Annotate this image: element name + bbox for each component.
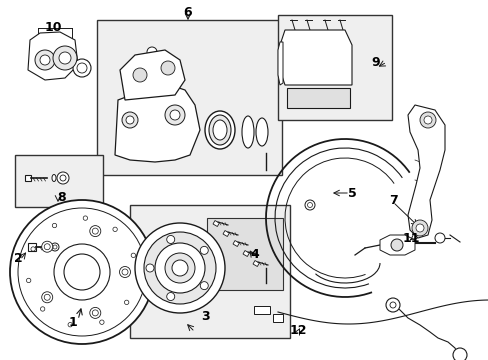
Circle shape <box>35 50 55 70</box>
Bar <box>28 243 36 251</box>
Circle shape <box>146 264 154 272</box>
Circle shape <box>155 243 204 293</box>
Circle shape <box>305 200 314 210</box>
Bar <box>25 175 31 181</box>
Circle shape <box>57 172 69 184</box>
Circle shape <box>133 68 147 82</box>
Text: 3: 3 <box>200 310 209 323</box>
Circle shape <box>423 116 431 124</box>
Text: 5: 5 <box>347 186 356 199</box>
Circle shape <box>164 105 184 125</box>
Ellipse shape <box>242 116 253 148</box>
Bar <box>206 218 283 290</box>
Bar <box>278 15 391 120</box>
Text: 9: 9 <box>371 55 380 68</box>
Circle shape <box>200 246 208 255</box>
Polygon shape <box>115 85 200 162</box>
Circle shape <box>419 112 435 128</box>
Bar <box>213 221 219 226</box>
Circle shape <box>170 110 180 120</box>
Bar <box>243 251 249 257</box>
Circle shape <box>164 253 195 283</box>
Circle shape <box>434 233 444 243</box>
Circle shape <box>161 61 175 75</box>
Circle shape <box>200 282 208 290</box>
Text: 2: 2 <box>14 252 22 265</box>
Circle shape <box>90 226 101 237</box>
Circle shape <box>415 224 423 232</box>
Ellipse shape <box>208 115 230 145</box>
Circle shape <box>10 200 154 344</box>
Circle shape <box>53 46 77 70</box>
Circle shape <box>147 47 157 57</box>
Polygon shape <box>407 105 444 238</box>
Circle shape <box>172 260 187 276</box>
Circle shape <box>135 223 224 313</box>
Circle shape <box>90 307 101 318</box>
Bar <box>223 230 229 237</box>
Circle shape <box>126 116 134 124</box>
Circle shape <box>452 348 466 360</box>
Ellipse shape <box>213 120 226 140</box>
Polygon shape <box>280 30 351 85</box>
Bar <box>253 306 269 314</box>
Circle shape <box>166 293 174 301</box>
Bar <box>232 240 239 247</box>
Text: 8: 8 <box>58 190 66 203</box>
Circle shape <box>119 266 130 278</box>
Circle shape <box>51 243 59 251</box>
Text: 4: 4 <box>250 248 259 261</box>
Polygon shape <box>120 50 184 100</box>
Polygon shape <box>278 42 283 85</box>
Text: 10: 10 <box>44 21 61 33</box>
Polygon shape <box>28 32 78 80</box>
Bar <box>15 155 103 207</box>
Text: 11: 11 <box>402 231 419 244</box>
Circle shape <box>166 235 174 243</box>
Polygon shape <box>379 235 414 255</box>
Ellipse shape <box>256 118 267 146</box>
Text: 12: 12 <box>289 324 306 337</box>
Ellipse shape <box>52 175 56 181</box>
Circle shape <box>390 239 402 251</box>
Bar <box>272 314 283 322</box>
Text: 1: 1 <box>68 316 77 329</box>
Circle shape <box>122 112 138 128</box>
Circle shape <box>41 292 53 303</box>
Text: 7: 7 <box>388 194 397 207</box>
Circle shape <box>40 55 50 65</box>
Bar <box>252 261 259 266</box>
Text: 6: 6 <box>183 5 192 18</box>
Circle shape <box>411 220 427 236</box>
Circle shape <box>143 232 216 304</box>
Circle shape <box>59 52 71 64</box>
Circle shape <box>385 298 399 312</box>
Circle shape <box>41 241 53 252</box>
Ellipse shape <box>204 111 235 149</box>
Circle shape <box>73 59 91 77</box>
Bar <box>97 20 282 175</box>
Bar <box>130 205 289 338</box>
Polygon shape <box>286 88 349 108</box>
